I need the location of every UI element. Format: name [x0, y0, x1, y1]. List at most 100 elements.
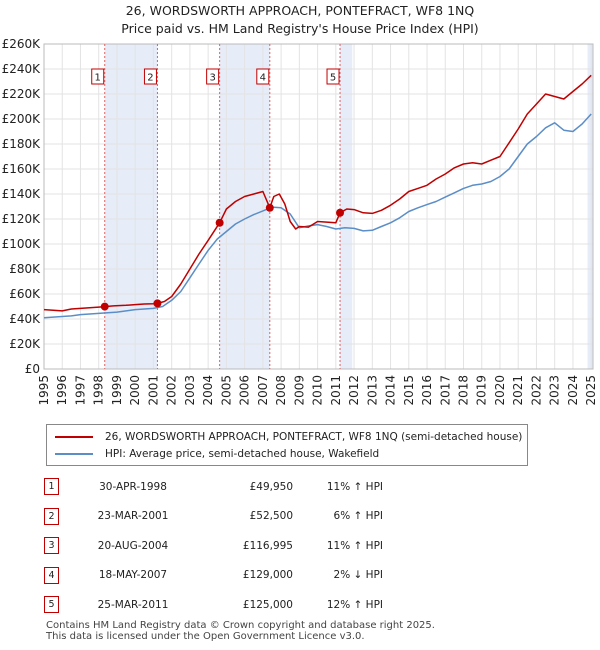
sale-number-badge: 3	[44, 537, 59, 555]
y-tick-label: £260K	[2, 37, 42, 51]
shaded-band	[340, 44, 353, 369]
sale-price: £116,995	[242, 539, 293, 552]
sales-table-row: 3 20-AUG-2004 £116,995 11% ↑ HPI	[44, 531, 383, 561]
footer-licence: This data is licensed under the Open Gov…	[46, 631, 365, 642]
sale-number-badge: 4	[44, 566, 59, 584]
sale-hpi-diff: 6% ↑ HPI	[333, 510, 383, 523]
property-price-line	[43, 74, 592, 312]
legend-label-property: 26, WORDSWORTH APPROACH, PONTEFRACT, WF8…	[105, 431, 523, 443]
sales-table-row: 5 25-MAR-2011 £125,000 12% ↑ HPI	[44, 590, 383, 620]
sale-price: £129,000	[242, 569, 293, 582]
x-tick-label: 2017	[438, 375, 452, 406]
x-tick-label: 2007	[256, 375, 270, 406]
sale-date: 20-AUG-2004	[97, 539, 169, 552]
sale-marker-number: 1	[95, 73, 101, 84]
x-tick-label: 2000	[128, 375, 142, 406]
sale-number-badge: 1	[44, 478, 59, 496]
footer-copyright: Contains HM Land Registry data © Crown c…	[46, 620, 435, 631]
sale-marker-box	[256, 68, 270, 85]
x-tick-label: 2010	[311, 375, 325, 406]
x-tick-label: 1997	[73, 375, 87, 406]
x-tick-label: 2008	[274, 375, 288, 406]
x-tick-label: 2022	[529, 375, 543, 406]
x-tick-label: 1996	[55, 375, 69, 406]
sale-marker-box	[326, 68, 340, 85]
chart-title-line2: Price paid vs. HM Land Registry's House …	[121, 21, 479, 36]
sale-point	[153, 299, 162, 308]
x-tick-label: 2018	[457, 375, 471, 406]
sale-marker-number: 5	[330, 73, 336, 84]
chart-title: 26, WORDSWORTH APPROACH, PONTEFRACT, WF8…	[0, 2, 600, 38]
sale-marker-number: 4	[260, 73, 266, 84]
y-tick-label: £200K	[2, 112, 42, 126]
x-tick-label: 2016	[420, 375, 434, 406]
y-tick-label: £240K	[2, 62, 42, 76]
sale-marker-box	[206, 68, 220, 85]
sale-point	[265, 203, 274, 212]
x-tick-label: 2024	[566, 375, 580, 406]
sale-hpi-diff: 2% ↓ HPI	[333, 569, 383, 582]
sale-number-badge: 5	[44, 596, 59, 614]
y-tick-label: £80K	[9, 262, 41, 276]
sales-table-row: 4 18-MAY-2007 £129,000 2% ↓ HPI	[44, 561, 383, 591]
x-tick-label: 1995	[37, 375, 51, 406]
legend: 26, WORDSWORTH APPROACH, PONTEFRACT, WF8…	[46, 424, 528, 466]
x-tick-label: 2025	[584, 375, 598, 406]
sale-hpi-diff: 11% ↑ HPI	[326, 539, 383, 552]
sale-price: £52,500	[249, 510, 293, 523]
sale-marker-box	[143, 68, 157, 85]
hpi-line	[43, 113, 592, 319]
sale-marker-number: 3	[209, 73, 215, 84]
legend-item-hpi: HPI: Average price, semi-detached house,…	[55, 446, 379, 462]
x-tick-label: 2009	[292, 375, 306, 406]
sale-point	[100, 302, 109, 311]
y-tick-label: £40K	[9, 312, 41, 326]
shaded-band	[587, 44, 593, 369]
x-tick-label: 2011	[329, 375, 343, 406]
x-tick-label: 2014	[384, 375, 398, 406]
x-tick-label: 2023	[548, 375, 562, 406]
shaded-band	[104, 44, 158, 369]
x-tick-label: 2004	[201, 375, 215, 406]
plot-frame	[43, 43, 594, 370]
sale-number-badge: 2	[44, 507, 59, 525]
x-tick-label: 2001	[146, 375, 160, 406]
price-chart: £0 £20K £40K £60K £80K £100K £120K £140K £160K £1…	[2, 37, 599, 406]
x-tick-label: 2021	[511, 375, 525, 406]
chart-title-line1: 26, WORDSWORTH APPROACH, PONTEFRACT, WF8…	[125, 3, 475, 18]
x-tick-label: 2012	[347, 375, 361, 406]
x-tick-label: 2019	[475, 375, 489, 406]
footer: Contains HM Land Registry data © Crown c…	[46, 620, 435, 642]
sale-number-cell: 3	[44, 531, 68, 561]
sale-price: £125,000	[242, 598, 293, 611]
sale-marker-box	[91, 68, 105, 85]
y-tick-label: £160K	[2, 162, 42, 176]
x-tick-label: 1999	[110, 375, 124, 406]
sale-date: 25-MAR-2011	[97, 598, 169, 611]
x-tick-label: 2020	[493, 375, 507, 406]
x-tick-label: 2006	[238, 375, 252, 406]
x-tick-label: 2015	[402, 375, 416, 406]
sales-table-row: 2 23-MAR-2001 £52,500 6% ↑ HPI	[44, 502, 383, 532]
x-tick-label: 2002	[165, 375, 179, 406]
sale-date: 18-MAY-2007	[98, 569, 168, 582]
sale-date: 23-MAR-2001	[97, 510, 169, 523]
sale-date: 30-APR-1998	[99, 480, 167, 493]
y-tick-label: £140K	[2, 187, 42, 201]
legend-swatch-hpi	[55, 453, 93, 455]
y-tick-label: £0	[25, 362, 40, 376]
sale-number-cell: 5	[44, 590, 68, 620]
x-tick-label: 1998	[92, 375, 106, 406]
y-tick-label: £60K	[9, 287, 41, 301]
legend-item-property: 26, WORDSWORTH APPROACH, PONTEFRACT, WF8…	[55, 429, 522, 445]
sale-price: £49,950	[249, 480, 293, 493]
sale-point	[215, 218, 224, 227]
sale-point	[336, 208, 345, 217]
legend-label-hpi: HPI: Average price, semi-detached house,…	[105, 448, 380, 460]
sale-number-cell: 1	[44, 472, 68, 502]
x-tick-label: 2013	[365, 375, 379, 406]
legend-swatch-property	[55, 436, 93, 438]
sales-table-row: 1 30-APR-1998 £49,950 11% ↑ HPI	[44, 472, 383, 502]
x-tick-label: 2003	[183, 375, 197, 406]
sale-number-cell: 2	[44, 502, 68, 532]
